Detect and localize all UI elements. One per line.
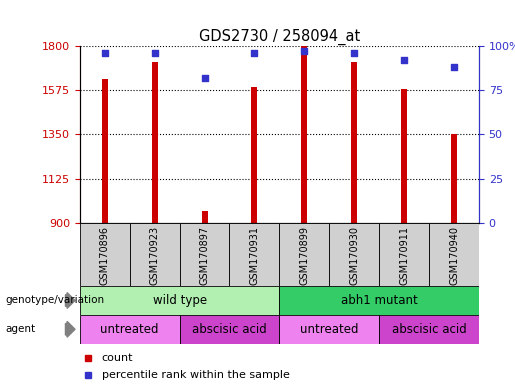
Text: GSM170911: GSM170911 xyxy=(399,226,409,285)
Point xyxy=(450,64,458,70)
Point xyxy=(250,50,259,56)
Bar xyxy=(230,223,279,286)
Point xyxy=(300,48,308,55)
Text: abscisic acid: abscisic acid xyxy=(392,323,467,336)
Bar xyxy=(379,223,429,286)
FancyArrow shape xyxy=(65,321,75,337)
Text: GSM170899: GSM170899 xyxy=(299,226,310,285)
Text: GSM170897: GSM170897 xyxy=(199,226,210,285)
Bar xyxy=(152,62,158,223)
Text: abh1 mutant: abh1 mutant xyxy=(341,294,418,307)
Text: untreated: untreated xyxy=(100,323,159,336)
Bar xyxy=(102,79,108,223)
Bar xyxy=(251,87,258,223)
Point xyxy=(150,50,159,56)
Text: GSM170923: GSM170923 xyxy=(150,226,160,285)
Bar xyxy=(80,223,130,286)
Text: GSM170940: GSM170940 xyxy=(449,226,459,285)
Bar xyxy=(279,223,329,286)
Text: GSM170931: GSM170931 xyxy=(249,226,260,285)
Bar xyxy=(80,286,279,315)
Text: percentile rank within the sample: percentile rank within the sample xyxy=(102,370,289,380)
Bar xyxy=(429,223,479,286)
FancyArrow shape xyxy=(65,293,75,308)
Bar xyxy=(130,223,180,286)
Bar xyxy=(451,134,457,223)
Text: abscisic acid: abscisic acid xyxy=(192,323,267,336)
Text: untreated: untreated xyxy=(300,323,358,336)
Bar xyxy=(401,89,407,223)
Text: count: count xyxy=(102,353,133,363)
Text: wild type: wild type xyxy=(152,294,207,307)
Point xyxy=(400,57,408,63)
Text: GSM170896: GSM170896 xyxy=(100,226,110,285)
Title: GDS2730 / 258094_at: GDS2730 / 258094_at xyxy=(199,28,360,45)
Bar xyxy=(279,315,379,344)
Bar xyxy=(80,315,180,344)
Text: genotype/variation: genotype/variation xyxy=(5,295,104,306)
Bar xyxy=(351,62,357,223)
Bar xyxy=(180,315,279,344)
Bar xyxy=(180,223,230,286)
Bar xyxy=(329,223,379,286)
Point xyxy=(200,75,209,81)
Bar xyxy=(279,286,479,315)
Point xyxy=(100,50,109,56)
Point xyxy=(350,50,358,56)
Bar xyxy=(379,315,479,344)
Text: GSM170930: GSM170930 xyxy=(349,226,359,285)
Bar xyxy=(301,46,307,223)
Text: agent: agent xyxy=(5,324,35,334)
Bar xyxy=(201,211,208,223)
